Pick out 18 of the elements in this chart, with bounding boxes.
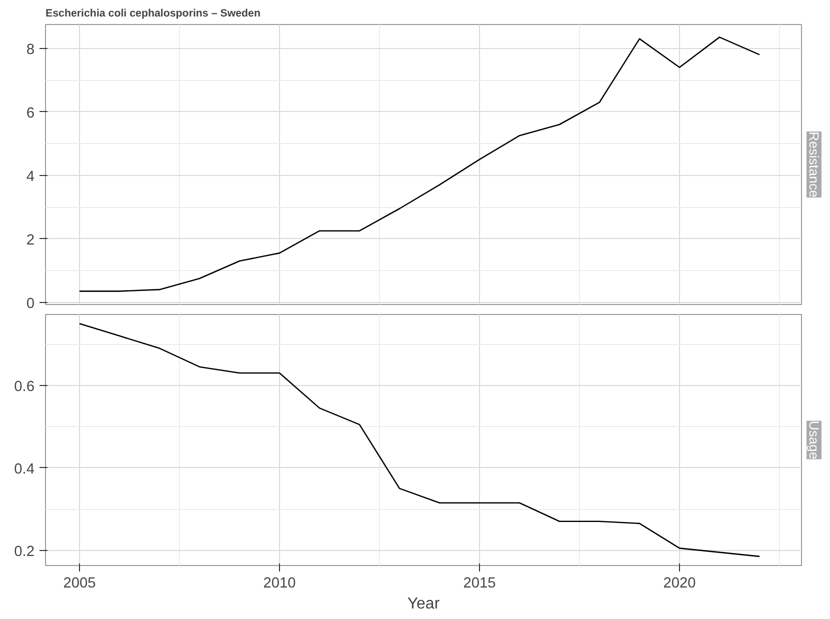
y-tick-label: 0 — [26, 296, 35, 312]
y-tick-label: 0.4 — [14, 461, 34, 478]
y-tick-label: 8 — [26, 42, 35, 58]
y-tick-label: 6 — [26, 105, 35, 122]
x-tick-label: 2020 — [663, 576, 696, 592]
x-axis-title: Year — [407, 596, 440, 612]
chart-title: Escherichia coli cephalosporins – Sweden — [46, 8, 260, 20]
x-tick-label: 2010 — [263, 576, 296, 592]
y-tick-label: 4 — [26, 168, 35, 185]
x-tick-label: 2015 — [463, 576, 496, 592]
x-tick-label: 2005 — [63, 576, 96, 592]
y2-axis-title: Usage — [806, 420, 822, 460]
line-series — [78, 36, 760, 292]
y-tick-label: 0.6 — [14, 378, 34, 395]
y-tick-label: 2 — [26, 232, 35, 248]
y2-axis-title: Resistance — [806, 132, 822, 198]
line-series — [78, 322, 760, 558]
y-tick-label: 0.2 — [14, 544, 34, 560]
